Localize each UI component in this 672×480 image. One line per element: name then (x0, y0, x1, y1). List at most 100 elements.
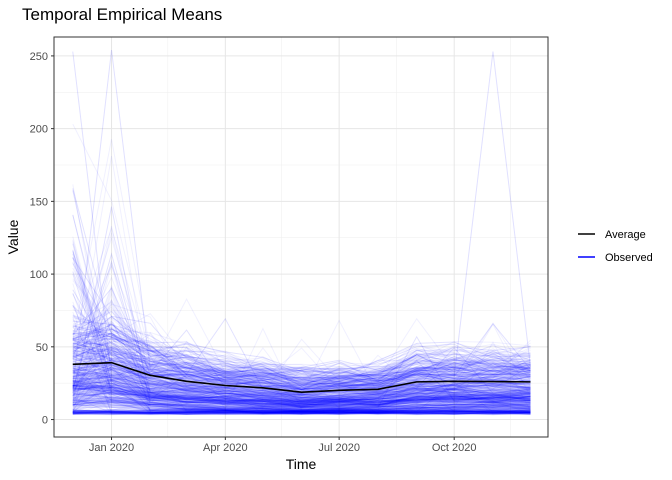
observed-series-line (72, 123, 531, 374)
observed-series-line (72, 323, 531, 383)
observed-series-line (72, 341, 531, 390)
observed-series-line (72, 379, 531, 399)
observed-series-line (72, 139, 531, 381)
observed-series-line (72, 351, 531, 384)
observed-series-line (72, 411, 531, 415)
observed-series-line (72, 402, 531, 413)
observed-series-line (72, 385, 531, 404)
observed-series-line (72, 372, 531, 403)
observed-series-line (72, 385, 531, 408)
observed-series-line (72, 412, 531, 416)
observed-series-line (72, 375, 531, 404)
observed-series-line (72, 399, 531, 412)
observed-series-line (72, 409, 531, 414)
observed-series-line (72, 390, 531, 410)
observed-series-line (72, 343, 531, 385)
observed-series-line (72, 349, 531, 403)
observed-series-line (72, 384, 531, 406)
observed-series-line (72, 375, 531, 399)
observed-series-line (72, 349, 531, 381)
observed-series-line (72, 410, 531, 414)
observed-series-line (72, 287, 531, 385)
observed-series-line (72, 263, 531, 382)
observed-series-line (72, 374, 531, 403)
observed-series-line (72, 391, 531, 412)
observed-series-line (72, 348, 531, 412)
observed-series-line (72, 384, 531, 402)
observed-series-line (72, 206, 531, 413)
observed-series-line (72, 412, 531, 416)
observed-series-line (72, 251, 531, 400)
observed-series-line (72, 409, 531, 414)
observed-series-line (72, 381, 531, 406)
observed-series-line (72, 411, 531, 415)
observed-series-line (72, 184, 531, 410)
observed-series-line (72, 354, 531, 405)
observed-series-line (72, 371, 531, 403)
observed-series-line (72, 304, 531, 407)
observed-series-line (72, 410, 531, 415)
observed-series-line (72, 381, 531, 414)
observed-series-line (72, 319, 531, 384)
observed-series-line (72, 352, 531, 389)
observed-series-line (72, 404, 531, 414)
observed-series-line (72, 399, 531, 413)
observed-series-line (72, 412, 531, 416)
observed-series-line (72, 379, 531, 403)
observed-series-line (72, 337, 531, 387)
observed-series-line (72, 399, 531, 412)
observed-series-line (72, 332, 531, 381)
observed-series-line (72, 371, 531, 401)
observed-series-line (72, 377, 531, 401)
observed-series-line (72, 354, 531, 389)
observed-series-line (72, 373, 531, 403)
observed-series-line (72, 337, 531, 385)
observed-series-line (72, 410, 531, 414)
observed-series-line (72, 383, 531, 402)
observed-series-line (72, 386, 531, 405)
observed-series-line (72, 366, 531, 400)
observed-series-line (72, 380, 531, 405)
observed-series-line (72, 338, 531, 391)
observed-series-line (72, 340, 531, 389)
observed-series-line (72, 271, 531, 406)
observed-series-line (72, 364, 531, 410)
legend-label-observed: Observed (605, 252, 653, 264)
observed-series-line (72, 360, 531, 394)
observed-series-line (72, 369, 531, 396)
observed-series-line (72, 341, 531, 390)
observed-series-line (72, 382, 531, 405)
observed-series-line (72, 385, 531, 415)
observed-series-line (72, 374, 531, 405)
observed-series-line (72, 232, 531, 403)
observed-series-line (72, 387, 531, 407)
observed-series-line (72, 317, 531, 391)
observed-series-line (72, 375, 531, 401)
observed-series-line (72, 410, 531, 415)
observed-series-line (72, 389, 531, 406)
observed-series-line (72, 348, 531, 412)
observed-series-line (72, 316, 531, 416)
observed-series-line (72, 386, 531, 406)
observed-series-line (72, 410, 531, 415)
observed-series-line (72, 385, 531, 408)
observed-series-line (72, 369, 531, 396)
observed-series-line (72, 332, 531, 372)
observed-series-line (72, 384, 531, 404)
observed-series-line (72, 314, 531, 374)
observed-series-line (72, 335, 531, 390)
observed-series-line (72, 236, 531, 401)
observed-series-line (72, 370, 531, 409)
observed-series-line (72, 374, 531, 402)
observed-series-line (72, 314, 531, 380)
observed-series-line (72, 391, 531, 410)
observed-series-line (72, 385, 531, 406)
observed-series-line (72, 409, 531, 413)
observed-series-line (72, 352, 531, 397)
observed-series-line (72, 308, 531, 389)
observed-series-line (72, 363, 531, 394)
observed-series-line (72, 343, 531, 385)
observed-series-line (72, 300, 531, 411)
observed-series-line (72, 303, 531, 396)
